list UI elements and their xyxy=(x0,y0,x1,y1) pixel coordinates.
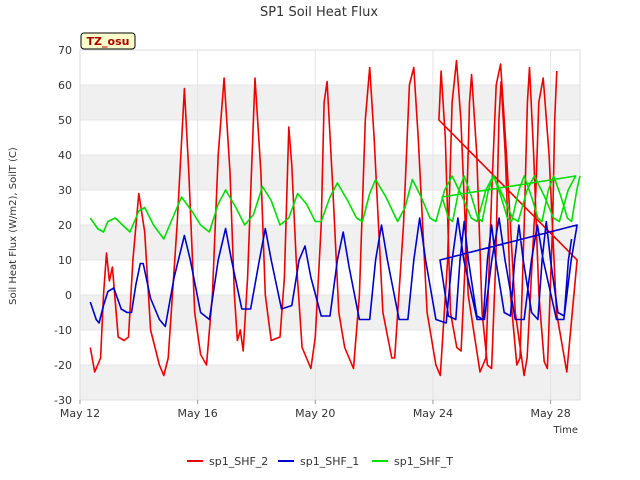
x-tick-label: May 12 xyxy=(60,407,100,420)
y-tick-label: 20 xyxy=(58,219,72,232)
x-tick-label: May 16 xyxy=(178,407,218,420)
y-tick-label: 60 xyxy=(58,79,72,92)
site-badge: TZ_osu xyxy=(80,32,136,50)
legend: sp1_SHF_2 sp1_SHF_1 sp1_SHF_T xyxy=(187,455,453,468)
x-tick-label: May 20 xyxy=(295,407,335,420)
x-tick-label: May 28 xyxy=(530,407,570,420)
legend-label-sp1_SHF_2: sp1_SHF_2 xyxy=(209,455,268,468)
y-tick-label: 0 xyxy=(65,289,72,302)
x-axis-ticks: May 12 May 16 May 20 May 24 May 28 xyxy=(60,400,571,420)
y-tick-label: -10 xyxy=(54,324,72,337)
x-axis-label: Time xyxy=(553,425,578,436)
y-tick-label: -30 xyxy=(54,394,72,407)
y-tick-label: 10 xyxy=(58,254,72,267)
y-tick-label: 30 xyxy=(58,184,72,197)
series-line-sp1_SHF_2 xyxy=(89,59,578,377)
series-layer xyxy=(89,59,581,377)
legend-label-sp1_SHF_1: sp1_SHF_1 xyxy=(300,455,359,468)
grid-band xyxy=(80,330,580,365)
x-tick-label: May 24 xyxy=(413,407,453,420)
series-line-sp1_SHF_T xyxy=(89,175,581,240)
y-tick-label: -20 xyxy=(54,359,72,372)
y-axis-label: Soil Heat Flux (W/m2), SoilT (C) xyxy=(8,147,19,305)
series-line-sp1_SHF_1 xyxy=(89,217,578,328)
grid-band xyxy=(80,50,580,85)
y-tick-label: 70 xyxy=(58,44,72,57)
y-tick-label: 50 xyxy=(58,114,72,127)
site-badge-label: TZ_osu xyxy=(87,35,130,48)
y-axis-ticks: -30 -20 -10 0 10 20 30 40 50 60 70 xyxy=(54,44,72,407)
y-tick-label: 40 xyxy=(58,149,72,162)
chart-title: SP1 Soil Heat Flux xyxy=(260,5,378,20)
site-badge-box xyxy=(80,32,136,50)
grid-band xyxy=(80,85,580,120)
legend-label-sp1_SHF_T: sp1_SHF_T xyxy=(394,455,453,468)
grid-band xyxy=(80,365,580,400)
plot-frame xyxy=(79,49,581,401)
grid-band xyxy=(80,260,580,295)
